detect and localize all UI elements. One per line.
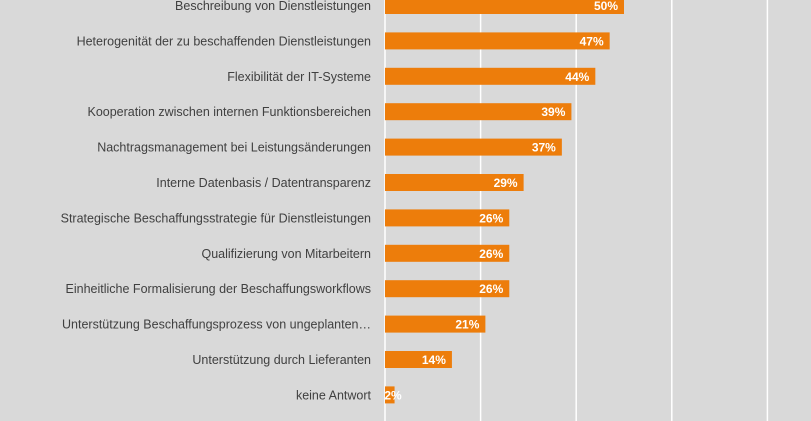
value-label: 14% <box>422 353 446 367</box>
value-label: 44% <box>565 70 589 84</box>
category-label: keine Antwort <box>296 388 372 402</box>
category-label: Unterstützung durch Lieferanten <box>192 353 371 367</box>
category-labels: Beschreibung von Dienstleistungen Heterog… <box>61 0 372 402</box>
bar <box>385 209 510 227</box>
bar <box>385 32 610 50</box>
value-label: 39% <box>541 105 565 119</box>
bar <box>385 67 596 85</box>
value-label: 21% <box>455 318 479 332</box>
category-label: Einheitliche Formalisierung der Beschaff… <box>66 282 371 296</box>
value-label: 50% <box>594 0 618 13</box>
bar <box>385 386 395 404</box>
bars <box>385 0 624 404</box>
bar <box>385 174 524 191</box>
value-label: 47% <box>580 34 604 48</box>
bar <box>385 351 452 368</box>
value-labels: 50% 47% 44% 39% 37% 29% 26% 26% 26% 21% 14% 2% <box>384 0 618 402</box>
category-label: Heterogenität der zu beschaffenden Diens… <box>77 34 371 48</box>
category-label: Beschreibung von Dienstleistungen <box>175 0 371 13</box>
bar <box>385 138 562 156</box>
category-label: Qualifizierung von Mitarbeitern <box>201 247 371 261</box>
category-label: Kooperation zwischen internen Funktionsb… <box>87 105 371 119</box>
value-label: 26% <box>479 247 503 261</box>
bar <box>385 0 624 14</box>
bar <box>385 244 510 262</box>
value-label: 2% <box>384 388 402 402</box>
bar <box>385 103 572 121</box>
value-label: 26% <box>479 282 503 296</box>
bar <box>385 315 486 333</box>
value-label: 29% <box>494 176 518 190</box>
category-label: Strategische Beschaffungsstrategie für D… <box>61 211 371 225</box>
value-label: 26% <box>479 211 503 225</box>
bar <box>385 280 510 298</box>
category-label: Nachtragsmanagement bei Leistungsänderun… <box>97 141 371 155</box>
category-label: Flexibilität der IT-Systeme <box>227 70 371 84</box>
value-label: 37% <box>532 141 556 155</box>
category-label: Unterstützung Beschaffungsprozess von un… <box>62 318 371 332</box>
category-label: Interne Datenbasis / Datentransparenz <box>156 176 371 190</box>
